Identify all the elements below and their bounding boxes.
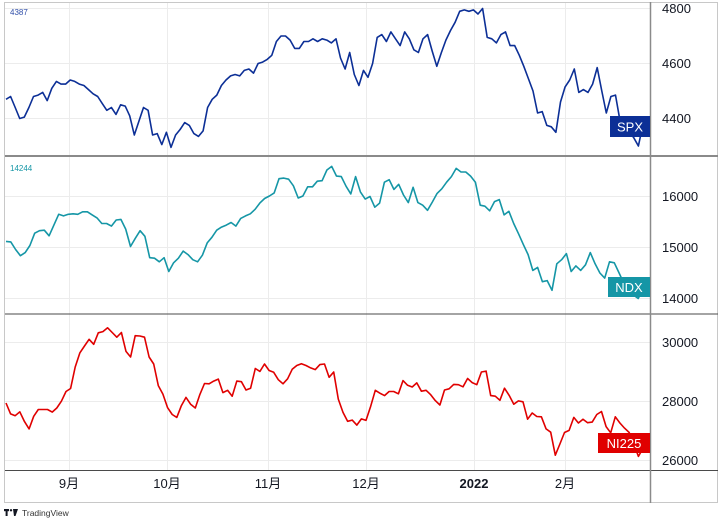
ni225-line [5,326,644,458]
panel-separators[interactable] [5,2,718,503]
spx-symbol-tag[interactable]: SPX [610,116,650,137]
ni225-symbol-tag[interactable]: NI225 [598,433,650,453]
svg-text:SPX: SPX [617,120,643,135]
time-label-dec: 12月 [352,476,379,491]
time-axis[interactable]: 9月 10月 11月 12月 2022 2月 [59,476,575,491]
ndx-price-axis[interactable]: 16000 15000 14000 [662,189,698,306]
spx-tick-4400: 4400 [662,111,691,126]
ndx-tick-15000: 15000 [662,240,698,255]
spx-tick-4800: 4800 [662,1,691,16]
ndx-legend-value: 14244 [10,164,33,173]
time-label-2022: 2022 [460,476,489,491]
ni225-tick-28000: 28000 [662,394,698,409]
spx-line [5,7,644,149]
time-label-feb: 2月 [555,476,575,491]
ni225-price-axis[interactable]: 30000 28000 26000 [662,335,698,468]
svg-text:NDX: NDX [615,280,643,295]
ni225-tick-26000: 26000 [662,453,698,468]
time-label-oct: 10月 [153,476,180,491]
gridlines [5,3,650,470]
spx-legend-value: 4387 [10,8,28,17]
ndx-line [5,165,644,300]
footer: TradingView [4,506,69,520]
tradingview-brand: TradingView [22,508,69,518]
tradingview-logo-icon [4,509,18,516]
ndx-tick-14000: 14000 [662,291,698,306]
time-label-nov: 11月 [255,476,282,491]
svg-text:NI225: NI225 [607,436,642,451]
ni225-tick-30000: 30000 [662,335,698,350]
ndx-symbol-tag[interactable]: NDX [608,277,650,297]
ndx-tick-16000: 16000 [662,189,698,204]
time-label-sep: 9月 [59,476,79,491]
spx-tick-4600: 4600 [662,56,691,71]
spx-price-axis[interactable]: 4800 4600 4400 [662,1,691,126]
